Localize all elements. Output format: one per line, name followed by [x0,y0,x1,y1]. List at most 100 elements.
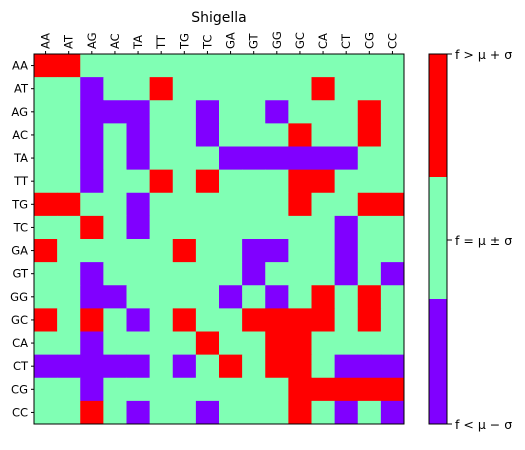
heatmap-cell-CC-AG [80,400,104,425]
heatmap-cell-CG-CT [334,377,359,402]
heatmap-cell-CT-AG [80,354,104,379]
heatmap-cell-AT-AT [57,77,81,101]
heatmap-cell-CA-GG [265,331,289,356]
heatmap-cell-GA-GT [242,239,266,263]
heatmap-cell-AT-CA [311,77,336,101]
y-tick-label: CA [12,336,28,350]
heatmap-cell-TC-AC [103,215,127,240]
heatmap-cell-CG-CA [311,377,336,402]
heatmap-cell-AG-AG [80,100,104,124]
heatmap-cell-AG-CT [334,100,359,124]
heatmap-cell-AC-CG [357,123,382,147]
heatmap-cell-TA-GC [288,146,312,171]
heatmap-cell-TG-CT [334,192,359,217]
heatmap-cell-GT-GT [242,262,266,286]
heatmap-cell-CA-CC [380,331,405,356]
heatmap-cell-CC-TT [149,400,174,425]
heatmap-cell-AG-GT [242,100,266,124]
heatmap-cell-GG-AT [57,285,81,309]
colorbar-low-segment [429,299,447,424]
heatmap-cell-GC-GG [265,308,289,332]
heatmap-cell-TT-TC [195,169,220,194]
heatmap-cell-GC-TA [126,308,151,332]
heatmap-cell-TA-AT [57,146,81,171]
heatmap-cell-TG-CG [357,192,382,217]
heatmap-cell-AC-AA [34,123,58,147]
heatmap-cell-TT-AA [34,169,58,194]
heatmap-cell-CC-TG [172,400,197,425]
x-tick-label: AC [108,33,122,49]
heatmap-cell-CC-CC [380,400,405,425]
heatmap-cell-GA-GA [219,239,243,263]
heatmap-cell-TC-TG [172,215,197,240]
y-tick-label: TA [13,151,28,165]
heatmap-cell-TT-TA [126,169,151,194]
heatmap-cell-AA-TC [195,54,220,78]
heatmap-cell-GC-TC [195,308,220,332]
heatmap-cell-TA-AA [34,146,58,171]
heatmap-cell-GG-GA [219,285,243,309]
x-tick-label: TT [154,34,168,50]
heatmap-cell-TA-CT [334,146,359,171]
heatmap-cell-GT-CT [334,262,359,286]
heatmap-cell-CT-GC [288,354,312,379]
y-tick-label: CG [11,382,28,396]
x-tick-label: GA [224,32,238,49]
heatmap-cell-CT-CT [334,354,359,379]
heatmap-cell-GC-AT [57,308,81,332]
heatmap-cell-AC-AC [103,123,127,147]
x-tick-labels: AA AT AG AC TA TT TG TC GA GT GG GC CA CT CG CC [39,31,399,54]
colorbar-high-segment [429,54,447,177]
y-tick-label: GA [11,244,28,258]
heatmap-cell-CT-TT [149,354,174,379]
heatmap-cell-GG-AG [80,285,104,309]
heatmap-cell-TC-CC [380,215,405,240]
heatmap-cell-CC-CT [334,400,359,425]
heatmap-cell-CG-AA [34,377,58,402]
heatmap-cell-AA-CG [357,54,382,78]
heatmap-cell-TA-GA [219,146,243,171]
heatmap-cell-TT-CC [380,169,405,194]
heatmap-cell-GG-TA [126,285,151,309]
chart-title: Shigella [191,10,247,26]
heatmap-cell-TG-TT [149,192,174,217]
heatmap-cell-TC-CA [311,215,336,240]
heatmap-cell-TC-AT [57,215,81,240]
heatmap-cell-AT-TC [195,77,220,101]
plot-frame [33,53,405,425]
heatmap-cell-GC-AA [34,308,58,332]
heatmap-cell-GC-AC [103,308,127,332]
heatmap-cell-TG-AG [80,192,104,217]
heatmap-cell-CT-TC [195,354,220,379]
heatmap-cell-TT-GT [242,169,266,194]
heatmap-cell-GA-AC [103,239,127,263]
heatmap-cell-CC-GT [242,400,266,425]
heatmap-cell-GT-CG [357,262,382,286]
heatmap-cell-AG-AC [103,100,127,124]
heatmap-cell-GC-CA [311,308,336,332]
heatmap-cell-CG-GG [265,377,289,402]
heatmap-cell-CT-AA [34,354,58,379]
heatmap-cell-AA-GT [242,54,266,78]
heatmap-cell-GT-TC [195,262,220,286]
heatmap-cell-CT-CG [357,354,382,379]
y-tick-label: CC [12,405,28,419]
heatmap-cell-CT-GG [265,354,289,379]
heatmap-cell-CG-TA [126,377,151,402]
heatmap-cell-AG-GC [288,100,312,124]
heatmap-cell-CG-AC [103,377,127,402]
heatmap-cell-AC-GT [242,123,266,147]
x-tick-label: AT [62,34,76,49]
heatmap-cell-CC-TA [126,400,151,425]
heatmap-cell-TA-GT [242,146,266,171]
heatmap-cell-CC-AC [103,400,127,425]
heatmap-cell-CA-CG [357,331,382,356]
heatmap-cell-CT-TG [172,354,197,379]
heatmap-cell-AG-CG [357,100,382,124]
heatmap-cell-CT-GT [242,354,266,379]
heatmap-cell-CC-CG [357,400,382,425]
heatmap-cell-TA-CA [311,146,336,171]
heatmap-cell-CA-TA [126,331,151,356]
heatmap-cell-GA-CT [334,239,359,263]
heatmap-cell-CT-GA [219,354,243,379]
